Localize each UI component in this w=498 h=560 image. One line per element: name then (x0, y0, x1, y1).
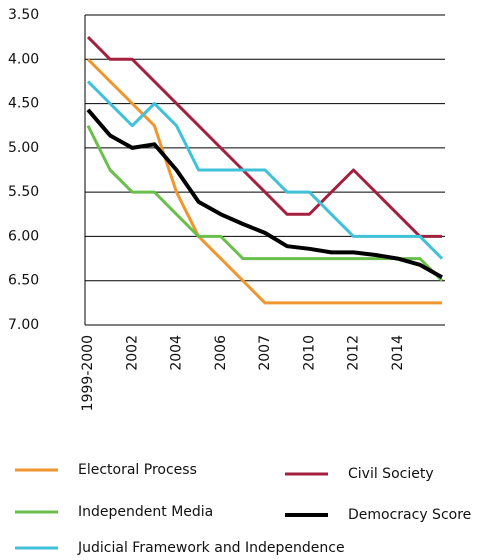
y-tick-label: 3.50 (8, 7, 39, 23)
x-tick-label: 2010 (301, 335, 317, 371)
y-tick-label: 4.00 (8, 51, 39, 67)
x-tick-label: 2014 (390, 335, 406, 371)
y-tick-label: 6.50 (8, 273, 39, 289)
x-tick-label: 1999-2000 (80, 335, 96, 411)
y-tick-label: 7.00 (8, 317, 39, 333)
legend-label: Electoral Process (78, 462, 197, 478)
y-tick-label: 4.50 (8, 96, 39, 112)
legend-label: Civil Society (348, 466, 434, 482)
x-tick-label: 2004 (169, 335, 185, 371)
series-line (86, 58, 442, 305)
series-line (86, 80, 444, 260)
y-tick-label: 5.00 (8, 140, 39, 156)
x-tick-label: 2006 (213, 335, 229, 371)
x-tick-label: 2007 (257, 335, 273, 371)
series-line (86, 108, 443, 279)
legend-label: Independent Media (78, 504, 213, 520)
legend-label: Judicial Framework and Independence (77, 540, 345, 556)
x-tick-label: 2012 (346, 335, 362, 371)
series-line (86, 125, 444, 282)
series-line (86, 36, 442, 238)
y-tick-label: 6.00 (8, 228, 39, 244)
y-tick-label: 5.50 (8, 184, 39, 200)
legend-label: Democracy Score (348, 507, 471, 523)
x-tick-label: 2002 (124, 335, 140, 371)
